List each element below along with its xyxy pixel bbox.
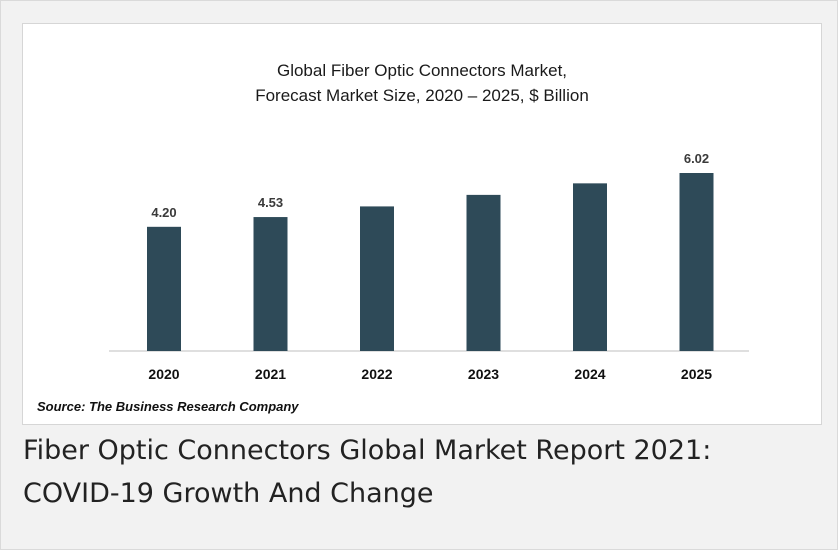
bar-2023 — [466, 194, 501, 351]
bar-2021 — [253, 217, 288, 351]
bar-chart: 4.20 2020 4.53 2021 2022 2023 2024 6.02 2025 — [109, 151, 749, 382]
chart-title-line-1: Global Fiber Optic Connectors Market, — [276, 61, 568, 80]
bar-2022 — [360, 206, 394, 351]
data-label-2020: 4.20 — [151, 205, 176, 220]
report-title-link[interactable]: Fiber Optic Connectors Global Market Rep… — [23, 435, 712, 509]
bar-2025 — [679, 173, 714, 351]
chart-title-line-2: Forecast Market Size, 2020 – 2025, $ Bil… — [255, 86, 589, 105]
x-tick-label-2022: 2022 — [361, 366, 392, 382]
bar-2024 — [573, 183, 607, 351]
x-tick-label-2025: 2025 — [681, 366, 712, 382]
chart-panel: Global Fiber Optic Connectors Market, Fo… — [22, 23, 822, 425]
source-note: Source: The Business Research Company — [37, 399, 299, 414]
bar-2020 — [147, 226, 181, 351]
data-label-2021: 4.53 — [258, 195, 283, 210]
x-tick-label-2020: 2020 — [148, 366, 179, 382]
chart-title: Global Fiber Optic Connectors Market, Fo… — [23, 58, 821, 108]
x-tick-label-2024: 2024 — [574, 366, 605, 382]
x-tick-label-2023: 2023 — [468, 366, 499, 382]
data-label-2025: 6.02 — [684, 151, 709, 166]
x-tick-label-2021: 2021 — [255, 366, 286, 382]
